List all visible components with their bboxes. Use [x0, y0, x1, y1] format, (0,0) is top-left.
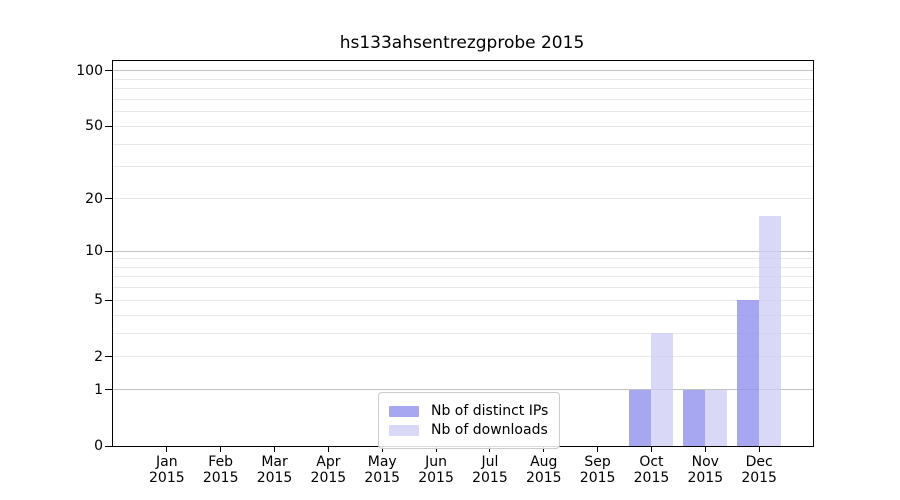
x-tick — [435, 447, 437, 452]
x-tick — [704, 447, 706, 452]
gridline-minor — [113, 299, 813, 301]
legend-item-distinct-ips: Nb of distinct IPs — [389, 403, 548, 419]
bar-distinct-ips — [683, 389, 706, 446]
x-tick-year: 2015 — [741, 470, 777, 486]
x-tick-label: Jan 2015 — [135, 454, 199, 486]
y-tick-label: 20 — [85, 190, 103, 207]
x-tick-year: 2015 — [202, 470, 239, 486]
gridline-minor — [113, 166, 813, 168]
x-tick-label: Dec 2015 — [727, 454, 791, 486]
gridline-minor — [113, 143, 813, 145]
legend-item-downloads: Nb of downloads — [389, 422, 548, 438]
y-tick — [105, 250, 112, 252]
x-tick — [274, 447, 276, 452]
x-tick-month: Apr — [316, 454, 341, 470]
bar-distinct-ips — [737, 300, 760, 446]
y-tick — [105, 356, 112, 358]
x-tick — [327, 447, 329, 452]
gridline-minor — [113, 287, 813, 289]
x-tick-month: Jan — [156, 454, 178, 470]
gridline-minor — [113, 276, 813, 278]
gridline-major — [113, 70, 813, 72]
y-tick-label: 10 — [85, 243, 103, 260]
gridline-minor — [113, 98, 813, 100]
x-tick-month: Dec — [745, 454, 773, 470]
x-tick-label: Feb 2015 — [189, 454, 253, 486]
y-tick — [105, 445, 112, 447]
x-tick-label: Jul 2015 — [458, 454, 522, 486]
x-tick-label: May 2015 — [350, 454, 414, 486]
legend: Nb of distinct IPs Nb of downloads — [378, 392, 561, 449]
gridline-minor — [113, 356, 813, 358]
bar-downloads — [705, 389, 728, 446]
x-tick — [543, 447, 545, 452]
gridline-major — [113, 389, 813, 391]
y-tick — [105, 70, 112, 72]
x-tick-year: 2015 — [364, 470, 401, 486]
legend-swatch-downloads — [389, 424, 419, 436]
x-tick-label: Oct 2015 — [619, 454, 683, 486]
gridline-major — [113, 250, 813, 252]
x-tick-label: Aug 2015 — [512, 454, 576, 486]
legend-label-downloads: Nb of downloads — [431, 422, 548, 438]
legend-swatch-distinct-ips — [389, 405, 419, 417]
y-tick — [105, 299, 112, 301]
x-tick — [650, 447, 652, 452]
chart-title: hs133ahsentrezgprobe 2015 — [339, 33, 585, 53]
x-tick — [489, 447, 491, 452]
plot-area: 0 1 2 5 10 20 50 100 Jan 2015 Feb 2015 Mar 2015 Apr 20… — [76, 60, 814, 486]
x-tick-label: Mar 2015 — [243, 454, 307, 486]
x-tick-year: 2015 — [525, 470, 562, 486]
x-tick-month: Jul — [481, 454, 499, 470]
x-tick-label: Nov 2015 — [673, 454, 737, 486]
x-tick-month: Mar — [261, 454, 288, 470]
x-tick-year: 2015 — [418, 470, 454, 486]
x-tick — [381, 447, 383, 452]
x-tick — [220, 447, 222, 452]
y-tick-label: 2 — [94, 348, 103, 365]
x-tick — [758, 447, 760, 452]
x-tick-year: 2015 — [472, 470, 508, 486]
gridline-minor — [113, 198, 813, 199]
y-tick — [105, 389, 112, 391]
bar-downloads — [651, 333, 674, 446]
x-tick-year: 2015 — [256, 470, 293, 486]
x-tick-year: 2015 — [149, 470, 185, 486]
gridline-minor — [113, 111, 813, 113]
x-tick-year: 2015 — [579, 470, 616, 486]
y-tick-label: 100 — [76, 62, 103, 79]
x-tick-month: Sep — [584, 454, 611, 470]
bar-downloads — [759, 215, 782, 446]
gridline-minor — [113, 266, 813, 268]
x-tick — [166, 447, 168, 452]
x-tick-year: 2015 — [633, 470, 670, 486]
y-tick-label: 5 — [94, 292, 103, 309]
x-tick-month: Jun — [425, 454, 447, 470]
x-tick-month: Feb — [208, 454, 234, 470]
x-tick-month: Nov — [691, 454, 719, 470]
x-tick-month: Aug — [530, 454, 558, 470]
y-tick-label: 1 — [94, 381, 103, 398]
y-tick — [105, 198, 112, 199]
gridline-minor — [113, 88, 813, 90]
y-tick-label: 50 — [85, 118, 103, 135]
gridline-minor — [113, 258, 813, 260]
x-tick-month: May — [367, 454, 397, 470]
gridline-minor — [113, 78, 813, 80]
x-tick — [597, 447, 599, 452]
x-tick-label: Sep 2015 — [566, 454, 630, 486]
x-tick-month: Oct — [639, 454, 664, 470]
gridline-minor — [113, 332, 813, 334]
x-tick-label: Jun 2015 — [404, 454, 468, 486]
legend-label-distinct-ips: Nb of distinct IPs — [431, 403, 549, 419]
x-tick-year: 2015 — [687, 470, 724, 486]
bar-distinct-ips — [629, 389, 652, 446]
y-tick-label: 0 — [94, 438, 103, 454]
gridline-minor — [113, 314, 813, 316]
x-tick-year: 2015 — [310, 470, 347, 486]
x-tick-label: Apr 2015 — [296, 454, 360, 486]
gridline-minor — [113, 125, 813, 127]
y-tick — [105, 125, 112, 127]
